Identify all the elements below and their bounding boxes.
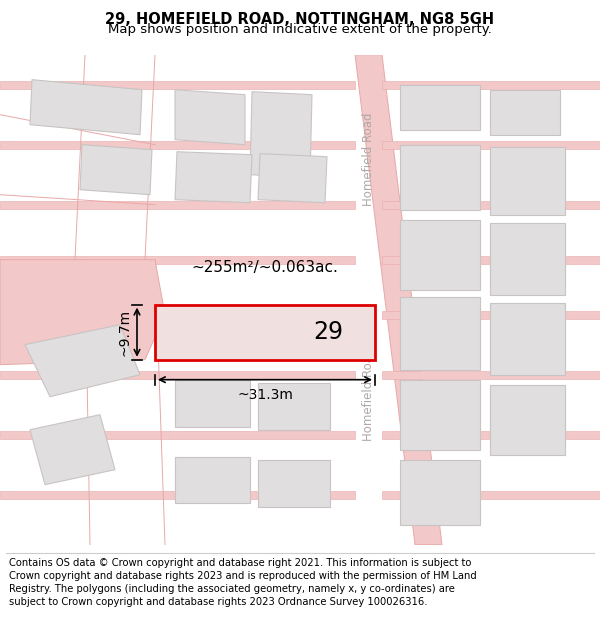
Bar (0, 431, 355, 439)
Text: ~255m²/~0.063ac.: ~255m²/~0.063ac. (191, 259, 338, 274)
Polygon shape (355, 54, 442, 544)
Bar (0, 371, 355, 379)
Text: Contains OS data © Crown copyright and database right 2021. This information is : Contains OS data © Crown copyright and d… (9, 558, 477, 608)
Bar (382, 491, 600, 499)
Bar (0, 256, 355, 264)
Bar (155, 304, 375, 359)
Bar (382, 311, 600, 319)
Polygon shape (30, 79, 142, 134)
Polygon shape (175, 379, 250, 427)
Polygon shape (400, 459, 480, 524)
Polygon shape (400, 144, 480, 209)
Polygon shape (175, 89, 245, 144)
Polygon shape (165, 309, 240, 342)
Polygon shape (258, 459, 330, 507)
Bar (0, 81, 355, 89)
Polygon shape (400, 84, 480, 129)
Polygon shape (490, 147, 565, 214)
Polygon shape (0, 259, 165, 364)
Bar (382, 371, 600, 379)
Polygon shape (400, 297, 480, 369)
Bar (382, 201, 600, 209)
Text: Homefield Road: Homefield Road (361, 348, 374, 441)
Text: 29: 29 (314, 320, 344, 344)
Polygon shape (258, 382, 330, 429)
Polygon shape (490, 89, 560, 134)
Bar (382, 431, 600, 439)
Polygon shape (400, 219, 480, 289)
Polygon shape (175, 457, 250, 503)
Polygon shape (250, 92, 312, 178)
Polygon shape (80, 144, 152, 194)
Bar (0, 201, 355, 209)
Polygon shape (258, 154, 327, 202)
Bar (0, 311, 355, 319)
Polygon shape (400, 379, 480, 449)
Polygon shape (490, 384, 565, 454)
Text: Map shows position and indicative extent of the property.: Map shows position and indicative extent… (108, 23, 492, 36)
Text: 29, HOMEFIELD ROAD, NOTTINGHAM, NG8 5GH: 29, HOMEFIELD ROAD, NOTTINGHAM, NG8 5GH (106, 12, 494, 27)
Bar (382, 81, 600, 89)
Polygon shape (175, 152, 252, 202)
Polygon shape (30, 414, 115, 484)
Polygon shape (490, 302, 565, 374)
Text: ~9.7m: ~9.7m (118, 309, 132, 356)
Text: ~31.3m: ~31.3m (237, 388, 293, 402)
Bar (382, 256, 600, 264)
Bar (0, 141, 355, 149)
Text: Homefield Road: Homefield Road (361, 113, 374, 206)
Polygon shape (25, 324, 140, 397)
Bar (0, 491, 355, 499)
Bar (382, 141, 600, 149)
Polygon shape (490, 222, 565, 294)
